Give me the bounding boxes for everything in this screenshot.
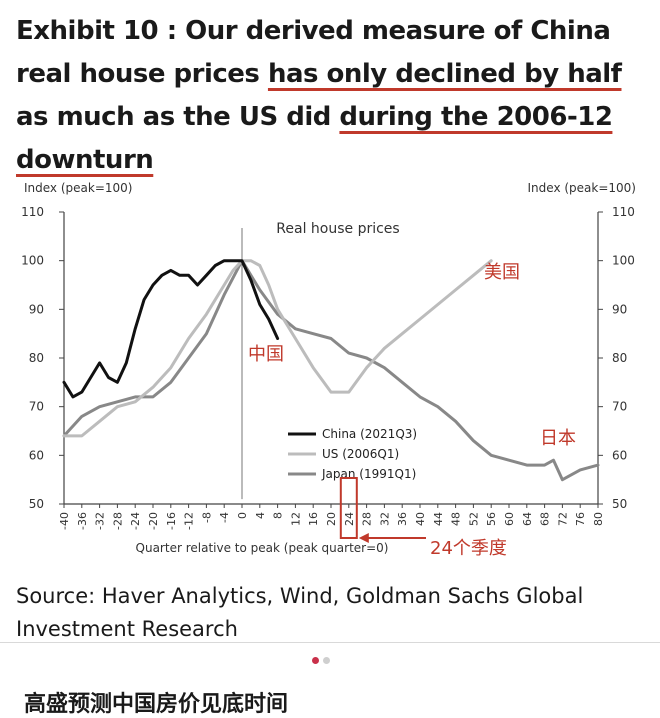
pager-dot[interactable] xyxy=(323,657,330,664)
y-tick-label-left: 60 xyxy=(29,448,44,462)
y-tick-label-right: 100 xyxy=(612,254,635,268)
x-tick-label: -12 xyxy=(183,512,196,530)
x-tick-label: 36 xyxy=(396,512,409,526)
legend-label: China (2021Q3) xyxy=(322,427,417,441)
y-axis-label-left: Index (peak=100) xyxy=(24,181,132,195)
x-tick-label: 24 xyxy=(343,512,356,526)
annotation-24-quarters: 24个季度 xyxy=(430,538,507,559)
y-tick-label-right: 80 xyxy=(612,351,627,365)
exhibit-title: Exhibit 10 : Our derived measure of Chin… xyxy=(16,10,646,182)
series-line-china xyxy=(62,259,280,399)
x-tick-label: -20 xyxy=(147,512,160,530)
annotation-arrow-head xyxy=(358,533,369,543)
y-tick-label-left: 110 xyxy=(21,205,44,219)
house-price-chart: Index (peak=100) Index (peak=100) Real h… xyxy=(21,181,636,559)
next-article-title[interactable]: 高盛预测中国房价见底时间 xyxy=(24,692,289,717)
y-tick-label-left: 70 xyxy=(29,400,44,414)
y-tick-label-right: 50 xyxy=(612,497,627,511)
x-tick-label: 44 xyxy=(432,512,445,526)
x-tick-label: 20 xyxy=(325,512,338,526)
series-line-us xyxy=(62,259,493,438)
annotation-china: 中国 xyxy=(248,344,284,365)
x-tick-label: 52 xyxy=(467,512,480,526)
series-lines xyxy=(62,259,600,482)
legend: China (2021Q3) US (2006Q1) Japan (1991Q1) xyxy=(288,427,417,481)
x-tick-label: 68 xyxy=(539,512,552,526)
y-tick-label-left: 90 xyxy=(29,302,44,316)
chart-title: Real house prices xyxy=(276,221,399,237)
x-tick-label: 16 xyxy=(307,512,320,526)
annotation-japan: 日本 xyxy=(540,428,576,449)
x-tick-label: -40 xyxy=(58,512,71,530)
x-tick-label: 76 xyxy=(574,512,587,526)
pager-dot[interactable] xyxy=(312,657,319,664)
title-highlight-2: during the 2006-12 downturn xyxy=(16,102,613,175)
y-tick-label-right: 60 xyxy=(612,448,627,462)
x-tick-label: 72 xyxy=(556,512,569,526)
title-text-2: as much as the US did xyxy=(16,102,340,132)
x-tick-label: -32 xyxy=(94,512,107,530)
legend-label: US (2006Q1) xyxy=(322,447,399,461)
y-tick-label-right: 70 xyxy=(612,400,627,414)
x-tick-label: -36 xyxy=(76,512,89,530)
x-tick-label: 12 xyxy=(289,512,302,526)
legend-label: Japan (1991Q1) xyxy=(321,467,416,481)
y-axis-label-right: Index (peak=100) xyxy=(528,181,636,195)
y-tick-label-left: 50 xyxy=(29,497,44,511)
x-tick-label: 48 xyxy=(450,512,463,526)
x-tick-label: -8 xyxy=(200,512,213,523)
annotation-us: 美国 xyxy=(484,262,520,283)
x-tick-label: -4 xyxy=(218,512,231,523)
x-tick-label: 8 xyxy=(272,512,285,519)
x-tick-label: 4 xyxy=(254,512,267,519)
series-line-japan xyxy=(62,259,600,482)
x-tick-label: 32 xyxy=(378,512,391,526)
x-tick-label: -28 xyxy=(111,512,124,530)
x-tick-label: 28 xyxy=(361,512,374,526)
x-tick-label: 64 xyxy=(521,512,534,526)
x-tick-label: 80 xyxy=(592,512,605,526)
x-tick-label: -24 xyxy=(129,512,142,530)
source-note: Source: Haver Analytics, Wind, Goldman S… xyxy=(16,584,584,641)
y-tick-label-left: 80 xyxy=(29,351,44,365)
divider xyxy=(0,642,660,643)
highlight-box-24 xyxy=(339,477,358,539)
y-tick-label-right: 90 xyxy=(612,302,627,316)
x-axis-label: Quarter relative to peak (peak quarter=0… xyxy=(136,541,389,555)
y-tick-label-left: 100 xyxy=(21,254,44,268)
x-tick-label: 60 xyxy=(503,512,516,526)
title-highlight-1: has only declined by half xyxy=(267,59,622,89)
y-tick-label-right: 110 xyxy=(612,205,635,219)
x-tick-label: 0 xyxy=(236,512,249,519)
pager-dots xyxy=(312,657,330,664)
title-text-1: Exhibit 10 : Our derived measure of Chin… xyxy=(16,16,611,89)
x-tick-label: -16 xyxy=(165,512,178,530)
x-tick-label: 40 xyxy=(414,512,427,526)
x-tick-label: 56 xyxy=(485,512,498,526)
